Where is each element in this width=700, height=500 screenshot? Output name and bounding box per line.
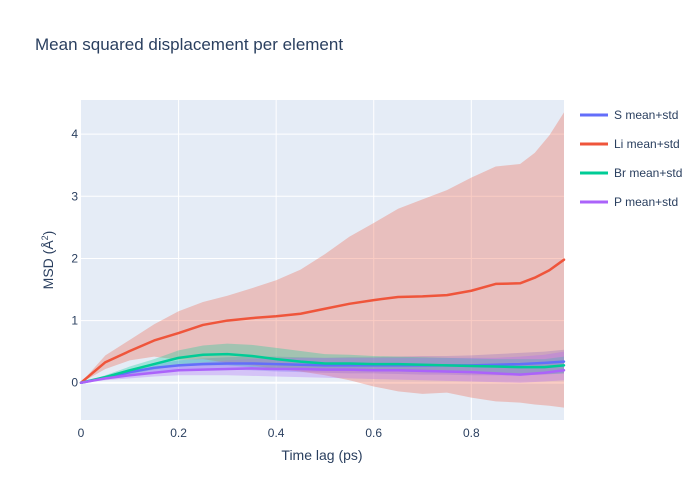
y-tick-label: 3 <box>71 189 78 203</box>
legend-label: Br mean+std <box>614 166 682 180</box>
y-tick-label: 2 <box>71 251 78 265</box>
mean-lines <box>79 258 566 384</box>
tick-labels: 0 0.2 0.4 0.6 0.8 0 1 2 3 4 <box>71 127 480 440</box>
legend-label: P mean+std <box>614 195 678 209</box>
legend-label: Li mean+std <box>614 137 680 151</box>
p-std-band <box>81 351 564 383</box>
x-tick-label: 0.6 <box>365 426 382 440</box>
x-axis-title: Time lag (ps) <box>281 447 362 463</box>
y-axis-title-superscript: 2 <box>40 235 50 240</box>
legend: S mean+std Li mean+std Br mean+std P mean+s… <box>580 108 682 209</box>
x-tick-label: 0.8 <box>463 426 480 440</box>
chart-title: Mean squared displacement per element <box>35 35 343 54</box>
x-tick-label: 0 <box>78 426 85 440</box>
y-tick-label: 1 <box>71 314 78 328</box>
li-mean-line <box>79 258 566 384</box>
li-std-band <box>81 112 564 408</box>
legend-item-s[interactable]: S mean+std <box>580 108 678 122</box>
legend-item-br[interactable]: Br mean+std <box>580 166 682 180</box>
std-bands <box>81 112 564 408</box>
p-mean-line <box>79 367 566 384</box>
y-tick-label: 4 <box>71 127 78 141</box>
legend-item-li[interactable]: Li mean+std <box>580 137 680 151</box>
y-axis-title-close: ) <box>40 231 56 236</box>
y-tick-label: 0 <box>71 376 78 390</box>
legend-label: S mean+std <box>614 108 678 122</box>
s-mean-line <box>79 360 566 384</box>
y-axis-title-main: MSD (Å <box>40 240 56 290</box>
br-mean-line <box>79 352 566 384</box>
legend-item-p[interactable]: P mean+std <box>580 195 678 209</box>
x-tick-label: 0.4 <box>268 426 285 440</box>
y-axis-title: MSD (Å2) <box>40 231 56 290</box>
x-tick-label: 0.2 <box>170 426 187 440</box>
